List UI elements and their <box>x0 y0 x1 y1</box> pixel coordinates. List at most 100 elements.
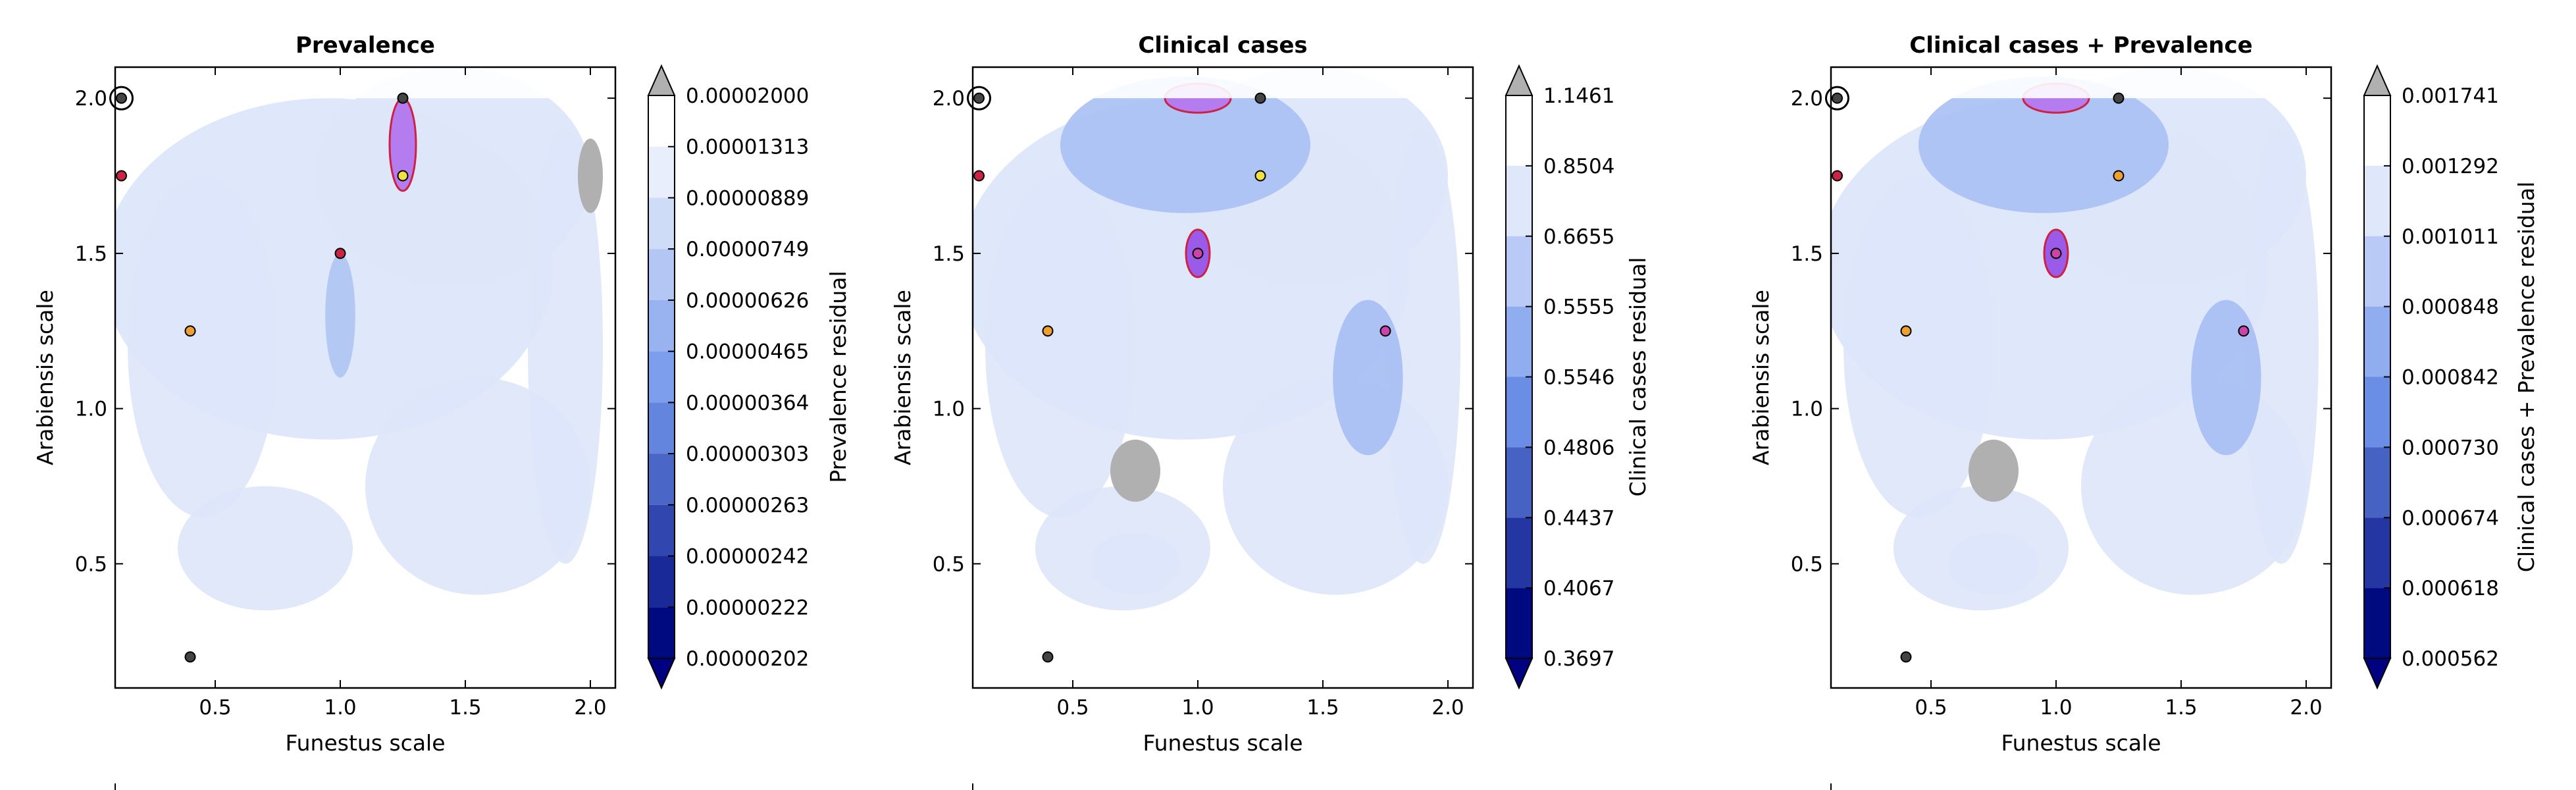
marker-ring <box>967 86 991 111</box>
y-tick-label: 0.5 <box>933 552 965 576</box>
data-point <box>973 92 985 104</box>
contour-region <box>178 486 353 611</box>
contour-region <box>578 138 603 213</box>
data-point <box>1900 325 1912 337</box>
colorbar-band <box>648 198 675 250</box>
data-point <box>1254 92 1266 104</box>
data-point <box>116 92 127 104</box>
data-point <box>973 170 985 182</box>
contour-region <box>1333 300 1403 456</box>
data-point <box>2050 248 2062 259</box>
contour-fills <box>1831 67 2331 611</box>
colorbar-band <box>648 300 675 352</box>
colorbar-tick-label: 1.1461 <box>1543 84 1614 108</box>
x-tick-label: 0.5 <box>1056 696 1089 720</box>
colorbar-tick-label: 0.00000202 <box>686 647 809 671</box>
y-tick-label: 1.0 <box>1791 398 1823 421</box>
colorbar-tick-label: 0.4437 <box>1543 506 1614 530</box>
chart-title: Clinical cases + Prevalence <box>1909 32 2253 59</box>
colorbar-tick-label: 0.00000626 <box>686 289 809 313</box>
colorbar-band <box>648 146 675 198</box>
chart-panel-2: 0.5 1.0 1.5 2.0 0.5 1.0 1.5 2.0 Clinical cases Fu… <box>890 32 1651 790</box>
data-point <box>1832 92 1843 104</box>
contour-region <box>985 176 1135 517</box>
colorbar-band <box>648 454 675 505</box>
colorbar-tick-label: 0.001011 <box>2402 225 2499 249</box>
contour-region <box>1843 176 1994 517</box>
data-point <box>1379 325 1391 337</box>
colorbar-tick-label: 0.000618 <box>2402 577 2499 600</box>
contour-region <box>528 129 603 564</box>
colorbar-band <box>1506 95 1532 166</box>
colorbar: 1.1461 0.8504 0.6655 0.5555 0.5546 0.4806 0.44… <box>1505 64 1651 690</box>
data-point <box>2113 92 2125 104</box>
colorbar-tick-label: 0.001741 <box>2402 84 2499 108</box>
contour-region <box>1969 439 2019 502</box>
colorbar-tick-label: 0.00002000 <box>686 84 809 108</box>
y-axis-label: Arabiensis scale <box>890 290 915 465</box>
colorbar-tick-label: 0.5555 <box>1543 296 1614 319</box>
colorbar-tick-label: 0.6655 <box>1543 225 1614 249</box>
data-point <box>1042 325 1054 337</box>
colorbar-tick-label: 0.00000303 <box>686 442 809 466</box>
plot-top-band <box>973 67 1473 99</box>
colorbar-band <box>1506 236 1532 307</box>
contour-region <box>1060 76 1310 213</box>
x-tick-label: 2.0 <box>574 696 606 720</box>
colorbar-band <box>648 351 675 403</box>
axes-frame <box>971 66 1474 689</box>
colorbar-tick-label: 0.3697 <box>1543 647 1614 671</box>
contour-region <box>1948 533 2039 595</box>
data-point <box>184 325 196 337</box>
data-point <box>2113 170 2125 182</box>
colorbar-band <box>2364 165 2390 236</box>
data-point <box>116 170 127 182</box>
colorbar-band <box>2364 447 2390 518</box>
colorbar-tick-label: 0.001292 <box>2402 155 2499 178</box>
y-axis-label: Arabiensis scale <box>32 290 58 465</box>
x-tick-label: 1.0 <box>324 696 356 720</box>
colorbar-band <box>2364 377 2390 448</box>
contour-fills <box>115 67 615 611</box>
contour-region <box>128 176 278 517</box>
y-tick-label: 1.5 <box>933 242 965 266</box>
contour-fills <box>973 67 1473 611</box>
colorbar-tick-label: 0.4067 <box>1543 577 1614 600</box>
colorbar-tick-label: 0.00000222 <box>686 596 809 619</box>
colorbar-tick-label: 0.00000242 <box>686 545 809 569</box>
colorbar: 0.001741 0.001292 0.001011 0.000848 0.000842… <box>2363 64 2539 690</box>
colorbar-band <box>2364 306 2390 377</box>
colorbar-label: Clinical cases + Prevalence residual <box>2513 182 2539 572</box>
x-tick-label: 2.0 <box>2290 696 2322 720</box>
y-tick-label: 2.0 <box>933 87 965 111</box>
data-point <box>184 651 196 663</box>
y-tick-label: 2.0 <box>1791 87 1823 111</box>
axes-frame <box>114 66 617 689</box>
x-axis-label: Funestus scale <box>1143 730 1302 756</box>
colorbar-tick-label: 0.00000263 <box>686 494 809 517</box>
colorbar-band <box>648 607 675 658</box>
colorbar-band <box>648 95 675 147</box>
colorbar-tick-label: 0.00001313 <box>686 136 809 159</box>
plot-top-band <box>1831 67 2331 99</box>
colorbar-tick-label: 0.000562 <box>2402 647 2499 671</box>
colorbar-band <box>648 402 675 454</box>
x-tick-label: 1.5 <box>2165 696 2197 720</box>
contour-region <box>315 67 590 285</box>
x-tick-label: 1.0 <box>1181 696 1214 720</box>
colorbar-band <box>2364 517 2390 589</box>
colorbar-tick-label: 0.00000889 <box>686 186 809 210</box>
y-tick-label: 2.0 <box>75 87 107 111</box>
colorbar: 0.00002000 0.00001313 0.00000889 0.00000749… <box>647 64 851 690</box>
colorbar-band <box>1506 165 1532 236</box>
data-point <box>1042 651 1054 663</box>
x-tick-label: 2.0 <box>1431 696 1464 720</box>
colorbar-band <box>1506 447 1532 518</box>
chart-title: Clinical cases <box>1138 32 1307 59</box>
y-tick-label: 1.0 <box>75 398 107 421</box>
y-axis-label: Arabiensis scale <box>1748 290 1774 465</box>
data-point <box>1192 248 1204 259</box>
colorbar-tick-label: 0.000730 <box>2402 436 2499 460</box>
contour-region <box>1090 533 1181 595</box>
data-point <box>1900 651 1912 663</box>
